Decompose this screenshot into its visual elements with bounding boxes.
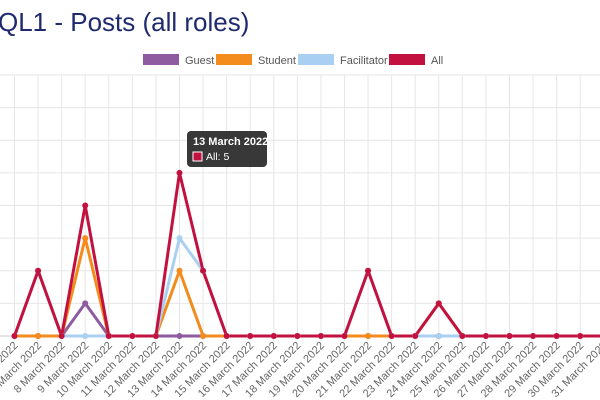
tooltip-title: 13 March 2022 [193, 136, 268, 148]
legend-label-all: All [431, 55, 444, 67]
series-line-facilitator [13, 236, 600, 338]
data-point-all[interactable] [388, 333, 395, 339]
data-point-all[interactable] [200, 267, 207, 274]
data-point-student[interactable] [176, 267, 183, 274]
grid-lines [0, 74, 600, 341]
data-point-all[interactable] [294, 333, 301, 339]
data-point-student[interactable] [35, 333, 42, 339]
data-point-facilitator[interactable] [82, 333, 89, 339]
data-point-all[interactable] [105, 333, 112, 339]
data-point-all[interactable] [317, 333, 324, 339]
data-point-all[interactable] [247, 333, 254, 339]
series-lines [13, 171, 600, 338]
data-point-guest[interactable] [82, 300, 89, 307]
data-point-all[interactable] [577, 333, 584, 339]
tooltip-swatch [192, 151, 203, 162]
chart-title: QL1 - Posts (all roles) [0, 7, 250, 37]
data-point-facilitator[interactable] [435, 333, 442, 339]
data-point-all[interactable] [176, 169, 183, 176]
data-point-all[interactable] [459, 333, 466, 339]
series-points [11, 169, 584, 339]
data-point-student[interactable] [200, 333, 207, 339]
data-point-all[interactable] [553, 333, 560, 339]
data-point-all[interactable] [482, 333, 489, 339]
data-point-all[interactable] [506, 333, 513, 339]
legend-label-student: Student [258, 55, 296, 67]
data-point-all[interactable] [530, 333, 537, 339]
legend-item-student[interactable]: Student [216, 54, 296, 68]
chart-legend: Guest Student Facilitator All [0, 54, 600, 68]
legend-swatch-facilitator [298, 54, 334, 65]
legend-swatch-student [216, 54, 252, 65]
data-point-all[interactable] [129, 333, 136, 339]
legend-swatch-all [389, 54, 425, 65]
data-point-all[interactable] [223, 333, 230, 339]
data-point-facilitator[interactable] [176, 235, 183, 242]
legend-swatch-guest [143, 54, 179, 65]
data-point-all[interactable] [365, 267, 372, 274]
series-line-student [14, 236, 600, 338]
data-point-guest[interactable] [176, 333, 183, 339]
data-point-all[interactable] [435, 300, 442, 307]
legend-label-facilitator: Facilitator [340, 55, 388, 67]
data-point-student[interactable] [365, 333, 372, 339]
data-point-all[interactable] [152, 333, 159, 339]
legend-item-facilitator[interactable]: Facilitator [298, 54, 388, 68]
legend-item-guest[interactable]: Guest [143, 54, 214, 68]
data-point-all[interactable] [270, 333, 277, 339]
data-point-all[interactable] [58, 333, 65, 339]
tooltip-value: All: 5 [206, 151, 230, 163]
data-point-all[interactable] [341, 333, 348, 339]
legend-item-all[interactable]: All [389, 54, 443, 68]
chart-tooltip: 13 March 2022 All: 5 [187, 131, 268, 167]
data-point-all[interactable] [412, 333, 419, 339]
legend-label-guest: Guest [185, 55, 215, 67]
data-point-all[interactable] [35, 267, 42, 274]
data-point-all[interactable] [11, 333, 18, 339]
data-point-all[interactable] [82, 202, 89, 209]
data-point-student[interactable] [82, 235, 89, 242]
tooltip-background [187, 131, 267, 167]
